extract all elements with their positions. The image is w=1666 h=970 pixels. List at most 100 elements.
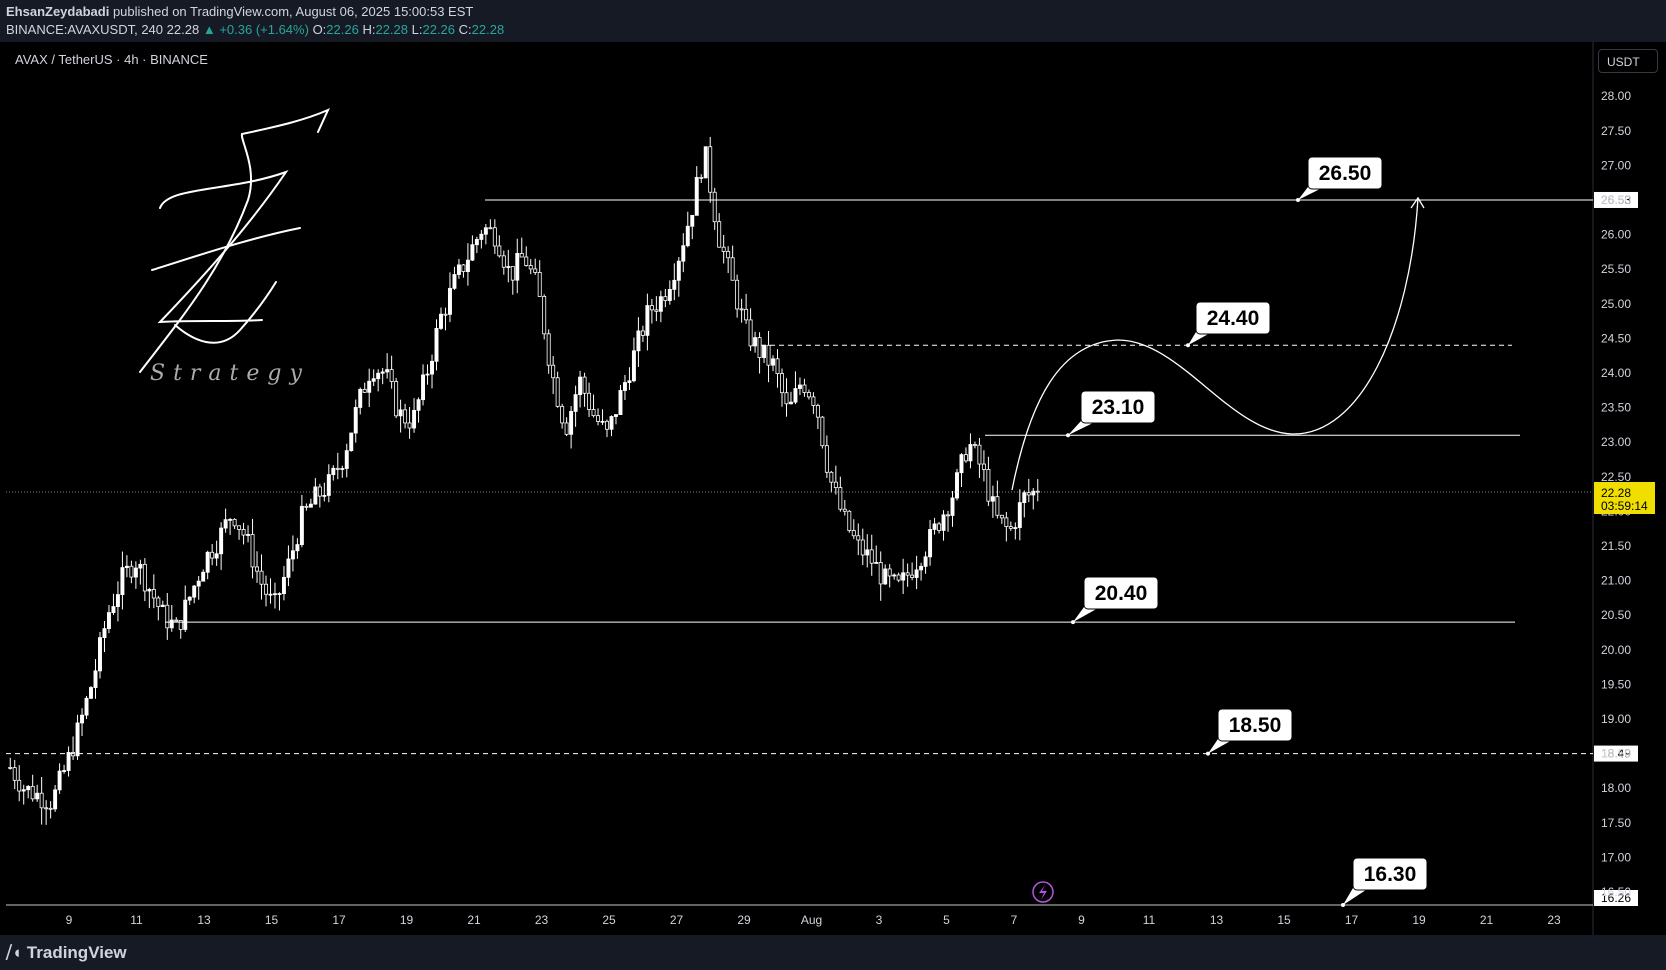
time-tick-label: 23 — [1547, 913, 1561, 927]
candle-body — [80, 714, 85, 724]
last-price: 22.28 — [166, 22, 200, 37]
candle-body — [690, 214, 695, 227]
candle-body — [748, 319, 753, 347]
candle-body — [456, 264, 461, 275]
callout-pointer — [1343, 888, 1369, 905]
time-tick-label: Aug — [801, 913, 822, 927]
candle-body — [84, 697, 89, 716]
event-lightning-icon[interactable] — [1032, 881, 1054, 903]
price-chart[interactable]: Strategy 26.5026.5324.4023.1020.4018.501… — [0, 0, 1666, 935]
candle-body — [649, 305, 654, 311]
candle-body — [21, 789, 26, 792]
candle-body — [874, 562, 879, 564]
candle-body — [219, 527, 224, 555]
candle-body — [246, 534, 251, 536]
candle-body — [412, 409, 417, 429]
candle-body — [376, 372, 381, 380]
candle-body — [228, 518, 233, 521]
candle-body — [385, 369, 390, 373]
candle-body — [681, 245, 686, 262]
time-tick-label: 13 — [197, 913, 211, 927]
candle-body — [569, 411, 574, 435]
projection-path — [1011, 197, 1419, 491]
level-callout[interactable] — [1217, 708, 1293, 742]
price-tick-label: 20.50 — [1601, 608, 1631, 622]
callout-anchor — [1071, 620, 1075, 625]
price-tick-label: 20.00 — [1601, 643, 1631, 657]
candle-body — [712, 191, 717, 223]
author-name[interactable]: EhsanZeydabadi — [6, 4, 110, 19]
candle-body — [299, 505, 304, 545]
callout-anchor — [1296, 197, 1300, 202]
candle-body — [605, 420, 609, 430]
candle-body — [407, 422, 412, 429]
candle-body — [237, 525, 242, 530]
price-axis[interactable]: 28.00 27.50 27.00 26.50 26.00 25.50 25.00 24.50… — [1601, 89, 1631, 899]
candle-body — [313, 486, 318, 505]
candle-body — [986, 468, 991, 502]
tradingview-logo-icon: ⧸◖ — [6, 943, 23, 962]
candle-body — [232, 518, 237, 527]
candle-body — [214, 553, 219, 559]
levels: 26.5026.5324.4023.1020.4018.5018.4916.30… — [6, 156, 1638, 907]
time-tick-label: 15 — [265, 913, 279, 927]
candle-body — [340, 468, 345, 470]
candle-body — [93, 670, 98, 688]
candle-body — [820, 416, 825, 447]
candle-body — [1013, 527, 1018, 529]
candle-body — [62, 770, 67, 772]
candle-body — [430, 360, 434, 375]
candle-body — [389, 369, 394, 382]
candle-body — [98, 637, 102, 672]
candle-body — [555, 377, 560, 407]
candle-body — [403, 409, 408, 424]
candle-body — [326, 474, 331, 496]
ez-strategy-logo: Strategy — [139, 108, 330, 386]
candle-body — [622, 382, 627, 391]
publish-info: published on TradingView.com, August 06,… — [112, 4, 474, 19]
price-tick-label: 19.00 — [1601, 712, 1631, 726]
time-axis[interactable]: 9 11 13 15 17 19 21 23 25 27 29 Aug 3 5 7 9 11 13 15 17 19 21… — [66, 913, 1561, 927]
time-tick-label: 23 — [535, 913, 549, 927]
callout-pointer — [1073, 607, 1100, 623]
candle-body — [268, 593, 273, 596]
level-callout[interactable] — [1352, 857, 1428, 891]
level-callout[interactable] — [1080, 390, 1156, 424]
candle-body — [510, 266, 515, 281]
currency-button[interactable]: USDT — [1598, 49, 1658, 73]
candle-body — [928, 529, 933, 558]
candle-body — [990, 496, 995, 502]
price-tick-label: 24.50 — [1601, 331, 1631, 345]
candle-body — [255, 566, 259, 572]
candle-body — [910, 574, 915, 578]
time-tick-label: 3 — [876, 913, 883, 927]
candle-body — [519, 253, 524, 258]
candle-body — [730, 257, 735, 281]
candle-body — [111, 606, 116, 613]
candle-body — [972, 444, 977, 446]
price-tick-label: 26.00 — [1601, 228, 1631, 242]
candle-body — [582, 376, 587, 394]
candle-body — [281, 576, 286, 594]
time-tick-label: 9 — [1078, 913, 1085, 927]
candle-body — [331, 467, 336, 476]
candle-body — [142, 563, 147, 592]
candle-body — [838, 487, 843, 510]
brand-label: TradingView — [26, 943, 127, 962]
candle-body — [600, 420, 605, 423]
candle-body — [250, 534, 255, 568]
tradingview-brand[interactable]: ⧸◖ TradingView — [6, 943, 127, 963]
candle-body — [573, 394, 578, 412]
candle-body — [981, 463, 986, 470]
candle-body — [353, 407, 358, 434]
level-callout[interactable] — [1083, 576, 1159, 610]
candle-body — [762, 344, 767, 358]
time-tick-label: 11 — [130, 913, 143, 927]
candle-body — [26, 785, 31, 791]
candle-body — [515, 253, 520, 281]
level-axis-tag-value: 26.53 — [1601, 193, 1631, 207]
level-callout[interactable] — [1307, 156, 1383, 190]
candle-body — [443, 313, 448, 316]
candle-body — [856, 535, 861, 541]
level-callout[interactable] — [1195, 301, 1271, 335]
